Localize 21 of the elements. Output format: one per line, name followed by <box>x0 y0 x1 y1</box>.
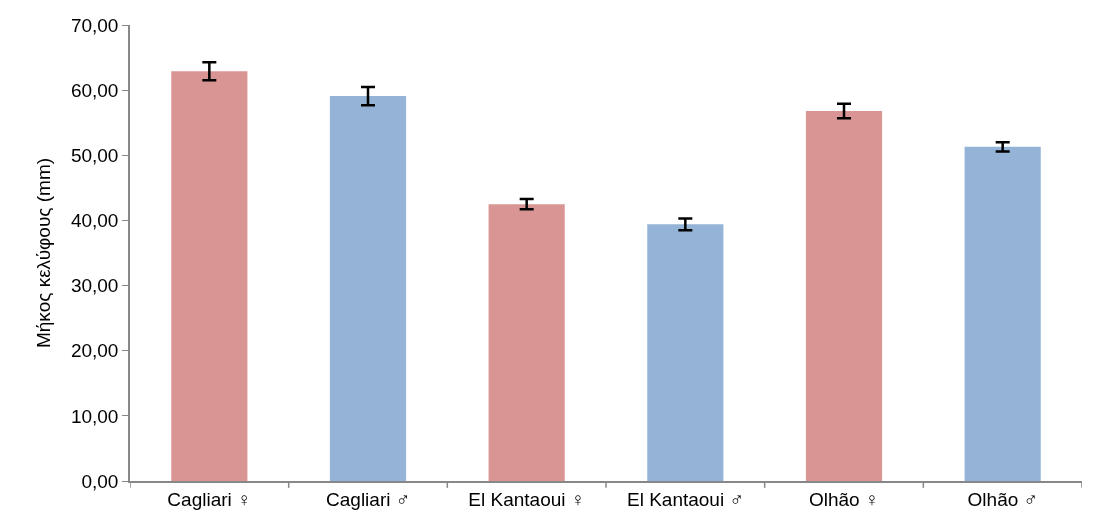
y-tick-label: 60,00 <box>70 79 119 101</box>
x-tick-label: Olhão ♀ <box>808 488 880 510</box>
y-tick-label: 50,00 <box>70 144 119 166</box>
bar <box>329 96 407 481</box>
x-tick-label: Cagliari ♂ <box>326 488 410 510</box>
y-tick-label: 40,00 <box>70 210 119 232</box>
bar <box>805 110 883 481</box>
x-tick-label: El Kantaoui ♂ <box>626 488 744 510</box>
y-tick-label: 10,00 <box>70 405 119 427</box>
x-tick-label: Olhão ♂ <box>967 488 1038 510</box>
x-tick-label: Cagliari ♀ <box>167 488 252 510</box>
bar <box>171 71 248 481</box>
bar <box>964 146 1041 481</box>
y-tick-label: 20,00 <box>70 340 119 362</box>
y-axis-title: Μήκος κελύφους (mm) <box>33 157 55 349</box>
bar <box>647 224 724 481</box>
x-tick-label: El Kantaoui ♀ <box>468 488 586 510</box>
y-tick-label: 70,00 <box>70 14 119 36</box>
bar <box>488 204 565 481</box>
y-tick-label: 30,00 <box>70 275 119 297</box>
y-tick-label: 0,00 <box>81 470 119 492</box>
